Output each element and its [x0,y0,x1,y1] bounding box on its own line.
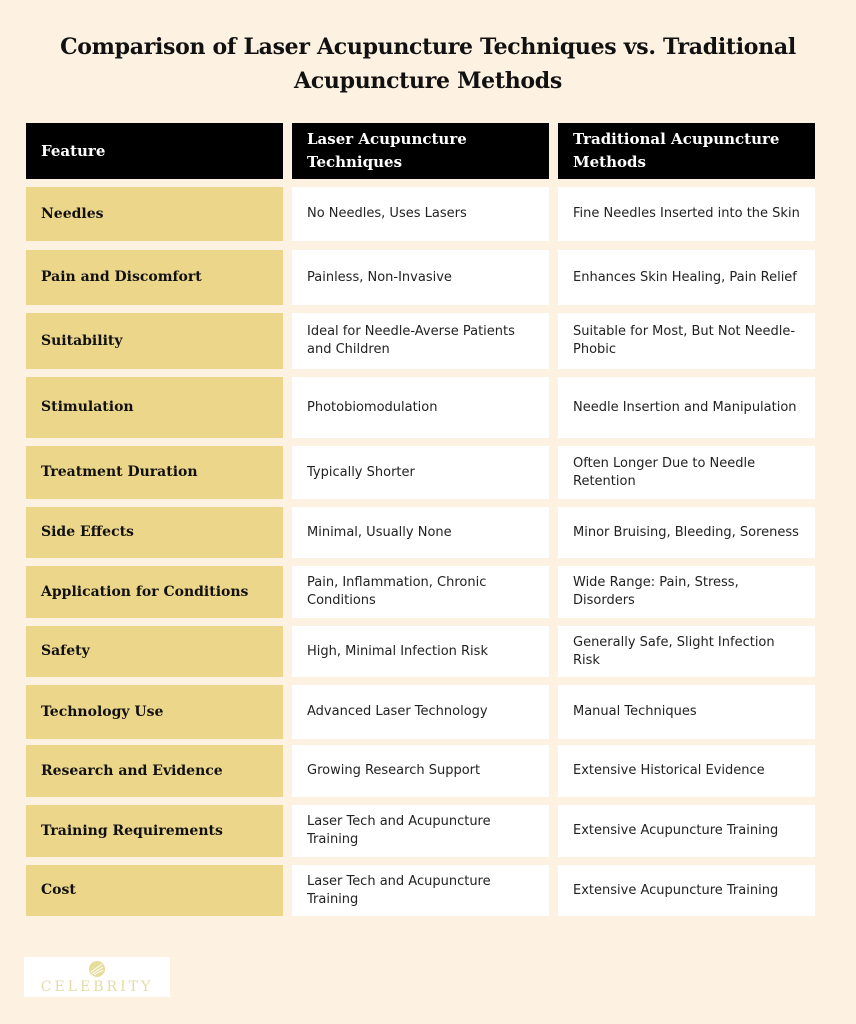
cell-text: Laser Tech and Acupuncture Training [307,814,491,847]
feature-cell: Technology Use [26,685,283,739]
laser-cell: Typically Shorter [292,446,549,499]
cell-text: Pain, Inflammation, Chronic Conditions [307,575,487,608]
cell-text: Treatment Duration [41,464,198,480]
cell-text: Growing Research Support [307,763,481,778]
cell-text: Advanced Laser Technology [307,704,488,719]
cell-text: Wide Range: Pain, Stress, Disorders [573,575,739,608]
laser-cell: No Needles, Uses Lasers [292,187,549,241]
feature-cell: Pain and Discomfort [26,250,283,305]
traditional-cell: Minor Bruising, Bleeding, Soreness [558,507,815,558]
laser-cell: Advanced Laser Technology [292,685,549,739]
cell-text: No Needles, Uses Lasers [307,206,467,221]
feature-cell: Side Effects [26,507,283,558]
cell-text: Typically Shorter [307,464,415,480]
cell-text: Suitability [41,332,123,349]
cell-text: Generally Safe, Slight Infection Risk [573,634,775,668]
traditional-cell: Manual Techniques [558,685,815,739]
header-label: Feature [41,141,106,160]
cell-text: Painless, Non-Invasive [307,269,452,285]
laser-cell: Painless, Non-Invasive [292,250,549,305]
header-cell: Feature [26,123,283,179]
logo-text: CELEBRITY [40,979,154,995]
laser-cell: Growing Research Support [292,745,549,797]
feature-cell: Needles [26,187,283,241]
header-label: Laser Acupuncture Techniques [307,130,467,171]
traditional-cell: Generally Safe, Slight Infection Risk [558,626,815,677]
feature-cell: Training Requirements [26,805,283,857]
cell-text: Minor Bruising, Bleeding, Soreness [573,524,799,540]
cell-text: Photobiomodulation [307,399,438,415]
feature-cell: Research and Evidence [26,745,283,797]
feature-cell: Suitability [26,313,283,369]
traditional-cell: Fine Needles Inserted into the Skin [558,187,815,241]
traditional-cell: Extensive Acupuncture Training [558,865,815,916]
header-cell: Traditional Acupuncture Methods [558,123,815,179]
feature-cell: Cost [26,865,283,916]
cell-text: Ideal for Needle-Averse Patients and Chi… [307,324,515,357]
laser-cell: High, Minimal Infection Risk [292,626,549,677]
traditional-cell: Extensive Historical Evidence [558,745,815,797]
cell-text: Extensive Acupuncture Training [573,882,779,898]
page-title: Comparison of Laser Acupuncture Techniqu… [60,34,796,94]
traditional-cell: Enhances Skin Healing, Pain Relief [558,250,815,305]
cell-text: Extensive Historical Evidence [573,763,765,778]
cell-text: Pain and Discomfort [41,269,202,285]
traditional-cell: Needle Insertion and Manipulation [558,377,815,438]
laser-cell: Laser Tech and Acupuncture Training [292,865,549,916]
laser-cell: Pain, Inflammation, Chronic Conditions [292,566,549,618]
leaf-ball-icon [89,961,105,977]
cell-text: Application for Conditions [41,583,249,600]
header-cell: Laser Acupuncture Techniques [292,123,549,179]
logo: CELEBRITY [24,957,170,997]
traditional-cell: Suitable for Most, But Not Needle-Phobic [558,313,815,369]
traditional-cell: Wide Range: Pain, Stress, Disorders [558,566,815,618]
cell-text: Technology Use [41,703,164,720]
feature-cell: Safety [26,626,283,677]
cell-text: Cost [41,882,76,898]
cell-text: Manual Techniques [573,704,697,719]
cell-text: Extensive Acupuncture Training [573,823,779,838]
laser-cell: Ideal for Needle-Averse Patients and Chi… [292,313,549,369]
cell-text: Often Longer Due to Needle Retention [573,455,756,489]
cell-text: Research and Evidence [41,762,223,779]
feature-cell: Application for Conditions [26,566,283,618]
header-label: Traditional Acupuncture Methods [573,130,780,171]
feature-cell: Stimulation [26,377,283,438]
cell-text: Laser Tech and Acupuncture Training [307,873,491,907]
cell-text: Side Effects [41,524,134,540]
cell-text: Fine Needles Inserted into the Skin [573,206,800,221]
cell-text: Needles [41,205,104,222]
cell-text: High, Minimal Infection Risk [307,643,488,659]
cell-text: Safety [41,643,90,659]
cell-text: Training Requirements [41,822,223,839]
cell-text: Suitable for Most, But Not Needle-Phobic [573,324,796,357]
laser-cell: Photobiomodulation [292,377,549,438]
traditional-cell: Often Longer Due to Needle Retention [558,446,815,499]
cell-text: Minimal, Usually None [307,524,452,540]
cell-text: Needle Insertion and Manipulation [573,399,797,415]
laser-cell: Minimal, Usually None [292,507,549,558]
laser-cell: Laser Tech and Acupuncture Training [292,805,549,857]
cell-text: Enhances Skin Healing, Pain Relief [573,269,797,285]
traditional-cell: Extensive Acupuncture Training [558,805,815,857]
feature-cell: Treatment Duration [26,446,283,499]
cell-text: Stimulation [41,399,134,415]
